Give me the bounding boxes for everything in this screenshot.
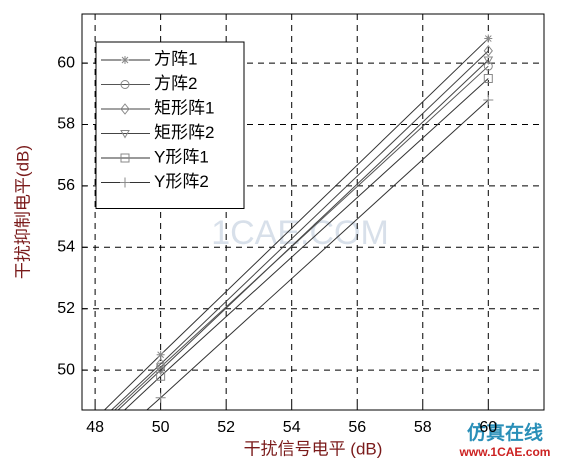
legend-marker bbox=[120, 103, 130, 115]
legend-marker bbox=[121, 56, 129, 64]
data-point bbox=[156, 371, 166, 381]
legend-label: 方阵1 bbox=[154, 49, 197, 68]
y-tick-label: 58 bbox=[57, 116, 75, 133]
legend-marker bbox=[120, 130, 130, 139]
y-tick-label: 54 bbox=[57, 239, 75, 256]
y-tick-label: 50 bbox=[57, 361, 75, 378]
legend-label: 矩形阵1 bbox=[154, 98, 214, 117]
x-tick-label: 48 bbox=[86, 419, 104, 436]
legend-box bbox=[95, 41, 245, 209]
x-tick-label: 54 bbox=[283, 419, 301, 436]
y-tick-label: 60 bbox=[57, 54, 75, 71]
legend-marker bbox=[120, 177, 130, 188]
data-point bbox=[483, 73, 493, 83]
x-tick-label: 52 bbox=[217, 419, 235, 436]
legend-label: Y形阵2 bbox=[154, 172, 209, 191]
series-line bbox=[117, 59, 489, 410]
x-tick-label: 56 bbox=[348, 419, 366, 436]
y-tick-label: 56 bbox=[57, 177, 75, 194]
watermark: 仿真在线 bbox=[467, 421, 543, 444]
data-point bbox=[483, 45, 493, 57]
plot-frame bbox=[81, 13, 545, 411]
x-tick-label: 60 bbox=[479, 419, 497, 436]
x-tick-label: 58 bbox=[414, 419, 432, 436]
legend-marker bbox=[120, 80, 130, 89]
data-point bbox=[155, 392, 166, 403]
y-tick-label: 52 bbox=[57, 300, 75, 317]
data-point bbox=[483, 56, 494, 66]
data-point bbox=[155, 358, 166, 370]
plot-area bbox=[103, 34, 494, 410]
legend-label: Y形阵1 bbox=[154, 147, 209, 166]
x-axis-label: 干扰信号电平 (dB) bbox=[244, 439, 383, 458]
legend-label: 方阵2 bbox=[154, 74, 197, 93]
legend-marker bbox=[120, 153, 130, 163]
data-point bbox=[483, 94, 494, 105]
data-point bbox=[156, 350, 165, 359]
x-tick-label: 50 bbox=[152, 419, 170, 436]
data-point bbox=[484, 34, 493, 43]
series-line bbox=[110, 50, 489, 410]
series-line bbox=[123, 78, 489, 410]
data-point bbox=[155, 366, 166, 376]
watermark: www.1CAE.com bbox=[459, 445, 551, 459]
y-axis-label: 干扰抑制电平(dB) bbox=[13, 145, 32, 279]
legend-label: 矩形阵2 bbox=[154, 123, 214, 142]
data-point bbox=[483, 61, 493, 71]
